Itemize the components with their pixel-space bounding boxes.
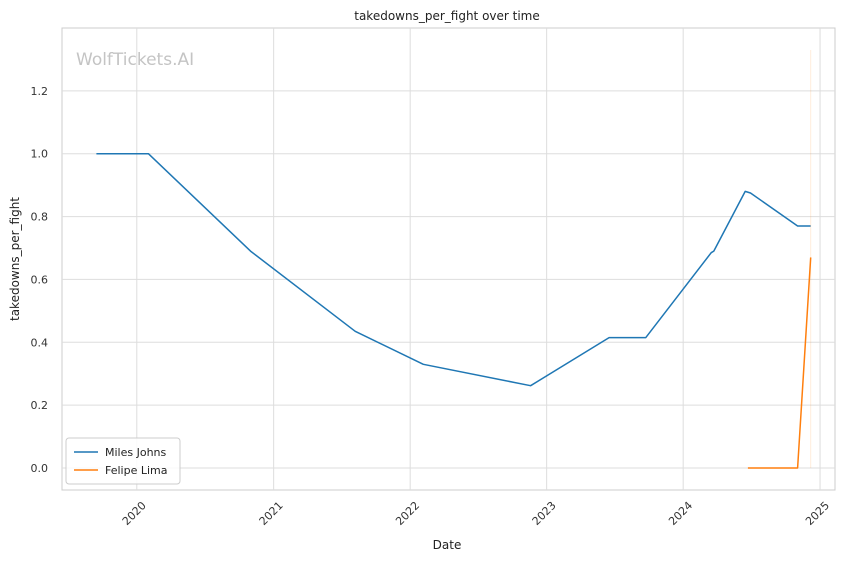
- y-tick-label: 1.2: [31, 85, 49, 98]
- x-axis-label: Date: [433, 538, 462, 552]
- y-axis-label: takedowns_per_fight: [8, 197, 22, 321]
- watermark-text: WolfTickets.AI: [76, 50, 194, 70]
- series-line-miles-johns: [96, 152, 811, 387]
- x-tick-label: 2021: [257, 499, 286, 528]
- legend-label-miles-johns: Miles Johns: [105, 446, 167, 459]
- series-lines: [96, 50, 812, 469]
- x-tick-label: 2020: [120, 499, 149, 528]
- legend: Miles Johns Felipe Lima: [65, 437, 181, 485]
- x-tick-label: 2023: [530, 499, 559, 528]
- grid-lines: [62, 28, 835, 490]
- x-tick-label: 2025: [803, 499, 832, 528]
- y-tick-labels: 0.0 0.2 0.4 0.6 0.8 1.0 1.2: [31, 85, 49, 475]
- y-tick-label: 0.6: [31, 273, 49, 286]
- y-tick-label: 0.8: [31, 211, 49, 224]
- legend-box: [65, 437, 181, 485]
- legend-label-felipe-lima: Felipe Lima: [105, 464, 168, 477]
- x-tick-labels: 2020 2021 2022 2023 2024 2025: [120, 499, 832, 528]
- y-tick-label: 0.4: [31, 336, 49, 349]
- y-tick-label: 0.0: [31, 462, 49, 475]
- series-line-felipe-lima: [747, 257, 812, 469]
- x-tick-label: 2024: [666, 499, 695, 528]
- y-tick-label: 1.0: [31, 148, 49, 161]
- chart-title: takedowns_per_fight over time: [354, 9, 540, 23]
- plot-area: [61, 27, 836, 491]
- y-tick-label: 0.2: [31, 399, 49, 412]
- x-tick-label: 2022: [393, 499, 422, 528]
